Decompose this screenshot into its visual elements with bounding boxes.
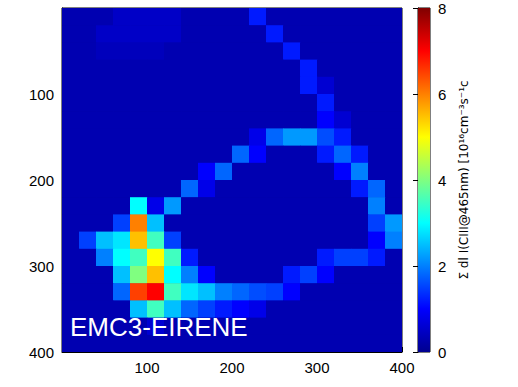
svg-text:200: 200: [219, 359, 244, 376]
svg-text:200: 200: [29, 172, 54, 189]
svg-text:400: 400: [389, 359, 414, 376]
svg-text:6: 6: [438, 86, 446, 103]
svg-text:0: 0: [438, 344, 446, 361]
svg-text:100: 100: [134, 359, 159, 376]
svg-text:100: 100: [29, 86, 54, 103]
svg-text:300: 300: [304, 359, 329, 376]
svg-text:EMC3-EIRENE: EMC3-EIRENE: [70, 312, 248, 342]
svg-text:400: 400: [29, 344, 54, 361]
svg-text:2: 2: [438, 258, 446, 275]
svg-text:4: 4: [438, 172, 446, 189]
svg-text:300: 300: [29, 258, 54, 275]
svg-text:8: 8: [438, 0, 446, 17]
svg-text:Σ dl I(CIII@465nm) [10¹⁶cm⁻³s⁻: Σ dl I(CIII@465nm) [10¹⁶cm⁻³s⁻¹c: [457, 80, 471, 279]
